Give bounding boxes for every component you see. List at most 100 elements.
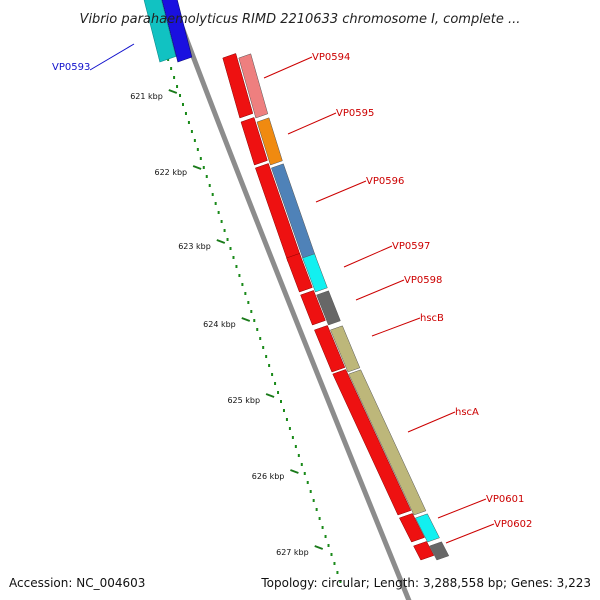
tick-guide-dot [244, 292, 247, 295]
gene-product-bar [330, 325, 361, 373]
label-leader-line [343, 245, 393, 268]
tick-label: 624 kbp [203, 320, 236, 329]
tick-guide-dot [282, 409, 285, 412]
tick-guide-dot [306, 481, 309, 484]
tick-guide-dot [259, 337, 262, 340]
tick-guide-dot [256, 328, 259, 331]
gene-cds-arrow [240, 117, 268, 166]
gene-cds-arrow [286, 253, 313, 293]
tick-guide-dot [300, 463, 303, 466]
tick-mark [241, 317, 251, 322]
tick-guide-dot [274, 382, 277, 385]
tick-guide-dot [179, 94, 182, 97]
gene-cds-arrow [222, 53, 254, 119]
gene-label: hscB [420, 313, 444, 324]
tick-label: 621 kbp [130, 92, 163, 101]
tick-guide-dot [190, 130, 193, 133]
label-leader-line [263, 56, 313, 79]
tick-guide-dot [321, 526, 324, 529]
gene-label: VP0596 [366, 176, 404, 187]
gene-product-bar [302, 253, 328, 293]
gene-label: VP0602 [494, 519, 532, 530]
tick-guide-dot [205, 175, 208, 178]
gene-label: VP0595 [336, 108, 374, 119]
tick-guide-dot [181, 103, 184, 106]
gene-cds-arrow [161, 0, 193, 63]
tick-guide-dot [294, 445, 297, 448]
tick-guide-dot [238, 274, 241, 277]
tick-label: 623 kbp [178, 242, 211, 251]
label-leader-line [355, 279, 405, 301]
tick-guide-dot [250, 310, 253, 313]
genome-summary-text: Topology: circular; Length: 3,288,558 bp… [260, 576, 591, 590]
tick-guide-dot [170, 67, 173, 70]
gene-cds-arrow [332, 369, 412, 516]
kbp-tick-layer: 621 kbp 622 kbp 623 kbp 624 kbp 625 kbp 626 k… [130, 40, 342, 583]
tick-guide-dot [232, 256, 235, 259]
label-leader-line [89, 43, 135, 71]
tick-guide-dot [167, 58, 170, 61]
tick-guide-dot [211, 193, 214, 196]
gene-label: VP0601 [486, 494, 524, 505]
tick-guide-dot [199, 157, 202, 160]
map-title: Vibrio parahaemolyticus RIMD 2210633 chr… [80, 12, 521, 27]
tick-guide-dot [336, 571, 339, 574]
tick-mark [192, 165, 202, 170]
gene-product-bar [316, 290, 341, 326]
chromosome-backbone-layer [169, 0, 412, 600]
tick-guide-dot [327, 544, 330, 547]
gene-product-bar [429, 541, 450, 561]
tick-mark [314, 545, 324, 550]
gene-label: VP0593 [52, 62, 90, 73]
tick-guide-dot [297, 454, 300, 457]
tick-guide-dot [333, 562, 336, 565]
tick-mark [168, 89, 178, 94]
gene-product-bar [143, 0, 177, 63]
tick-guide-dot [291, 436, 294, 439]
chromosome-backbone [169, 0, 412, 600]
tick-guide-dot [324, 535, 327, 538]
label-leader-line [445, 523, 495, 544]
label-leader-line [371, 317, 421, 337]
tick-label: 622 kbp [155, 168, 188, 177]
tick-guide-dot [253, 319, 256, 322]
tick-guide-dot [303, 472, 306, 475]
tick-guide-dot [268, 364, 271, 367]
gene-product-bar [415, 513, 440, 543]
gene-product-bar [256, 117, 283, 166]
tick-guide-dot [173, 76, 176, 79]
gene-label: VP0594 [312, 52, 350, 63]
tick-mark [216, 239, 226, 244]
tick-guide-dot [262, 346, 265, 349]
tick-guide-dot [280, 400, 282, 403]
tick-guide-dot [196, 148, 199, 151]
tick-guide-dot [288, 427, 291, 430]
label-leader-line [287, 112, 337, 135]
gene-label: VP0597 [392, 241, 430, 252]
accession-text: Accession: NC_004603 [9, 576, 145, 590]
tick-guide-dot [285, 418, 288, 421]
gene-cds-arrow [300, 290, 326, 326]
label-leader-line [407, 411, 456, 433]
label-leader-line [437, 498, 487, 519]
tick-guide-dot [330, 553, 333, 556]
tick-guide-dot [309, 490, 312, 493]
gene-label-layer: VP0593 VP0594 VP0595 VP0596 VP0597 VP0598 hscB… [52, 43, 532, 544]
tick-guide-dot [214, 202, 217, 205]
tick-guide-dot [187, 121, 190, 124]
tick-guide-dot [184, 112, 187, 115]
tick-guide-dot [176, 85, 179, 88]
tick-guide-dot [271, 373, 274, 376]
tick-label: 625 kbp [227, 396, 260, 405]
tick-guide-dot [312, 499, 315, 502]
tick-guide-dot [193, 139, 196, 142]
tick-guide-dot [235, 265, 238, 268]
tick-guide-dot [226, 238, 229, 241]
gene-label: VP0598 [404, 275, 442, 286]
tick-label: 626 kbp [252, 472, 285, 481]
tick-guide-dot [315, 508, 318, 511]
tick-guide-dot [202, 166, 205, 169]
gene-product-bar [238, 53, 269, 119]
tick-mark [265, 393, 275, 398]
